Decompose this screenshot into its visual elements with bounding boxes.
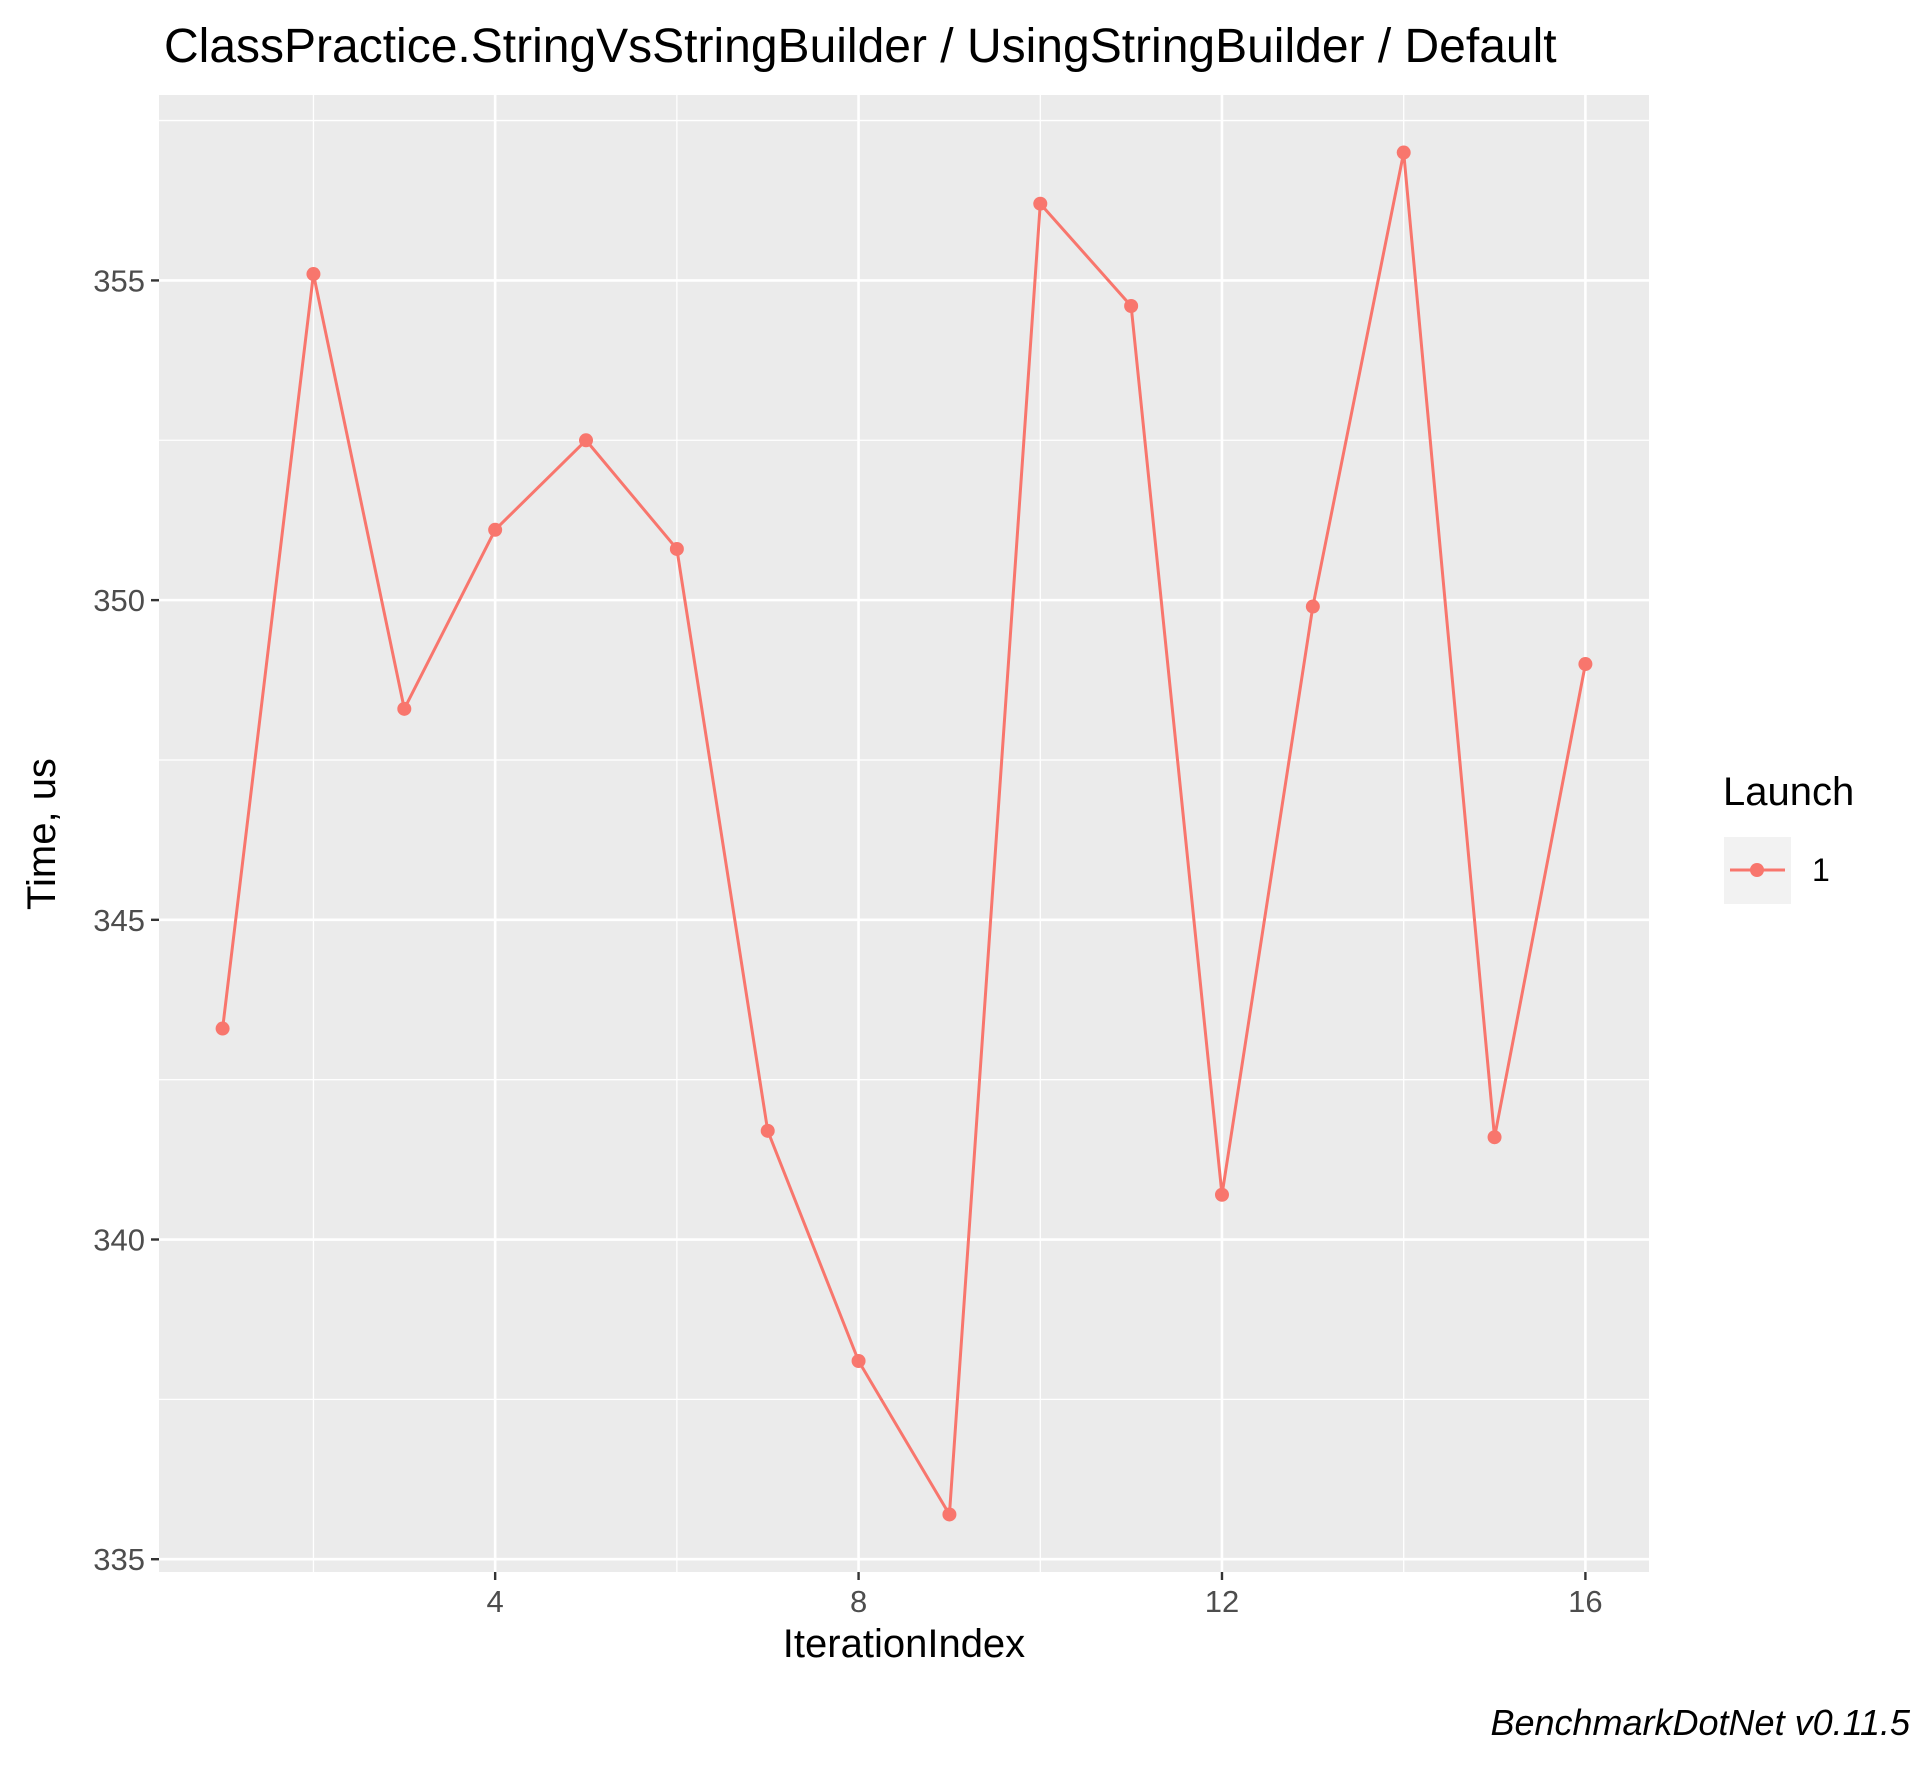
legend: Launch 1	[1723, 770, 1854, 904]
data-point	[942, 1507, 957, 1522]
grid-minor	[159, 95, 1649, 1572]
data-point	[1305, 599, 1320, 614]
data-point	[579, 433, 594, 448]
y-axis: 335 340 345 350 355	[93, 263, 159, 1577]
x-tick-label: 4	[487, 1584, 504, 1619]
chart-title: ClassPractice.StringVsStringBuilder / Us…	[164, 20, 1557, 73]
x-tick-label: 8	[850, 1584, 867, 1619]
data-point	[1396, 145, 1411, 160]
grid-major	[159, 95, 1649, 1572]
y-axis-title: Time, us	[20, 758, 64, 910]
x-tick-label: 12	[1205, 1584, 1239, 1619]
y-tick-label: 340	[93, 1223, 145, 1258]
series-lines	[221, 151, 1587, 1516]
data-point	[488, 522, 503, 537]
series-line	[221, 151, 1587, 1516]
y-tick-label: 345	[93, 903, 145, 938]
data-point	[1578, 657, 1593, 672]
x-tick-label: 16	[1568, 1584, 1602, 1619]
y-tick-label: 350	[93, 583, 145, 618]
data-point	[1487, 1130, 1502, 1145]
data-point	[1214, 1187, 1229, 1202]
caption: BenchmarkDotNet v0.11.5	[1490, 1702, 1911, 1743]
data-point	[215, 1021, 230, 1036]
data-point	[669, 541, 684, 556]
data-point	[851, 1354, 866, 1368]
data-point	[306, 267, 321, 282]
y-tick-label: 335	[93, 1542, 145, 1577]
data-point	[1033, 196, 1048, 211]
data-point	[760, 1123, 775, 1138]
x-axis: 4 8 12 16	[487, 1572, 1603, 1619]
legend-title: Launch	[1723, 770, 1854, 814]
y-tick-label: 355	[93, 263, 145, 298]
x-axis-title: IterationIndex	[783, 1622, 1025, 1666]
data-point	[397, 701, 412, 716]
legend-key-point	[1750, 863, 1764, 877]
legend-label: 1	[1812, 852, 1830, 888]
data-point	[1124, 299, 1139, 313]
plot-panel	[159, 95, 1649, 1572]
series-points	[215, 145, 1593, 1522]
